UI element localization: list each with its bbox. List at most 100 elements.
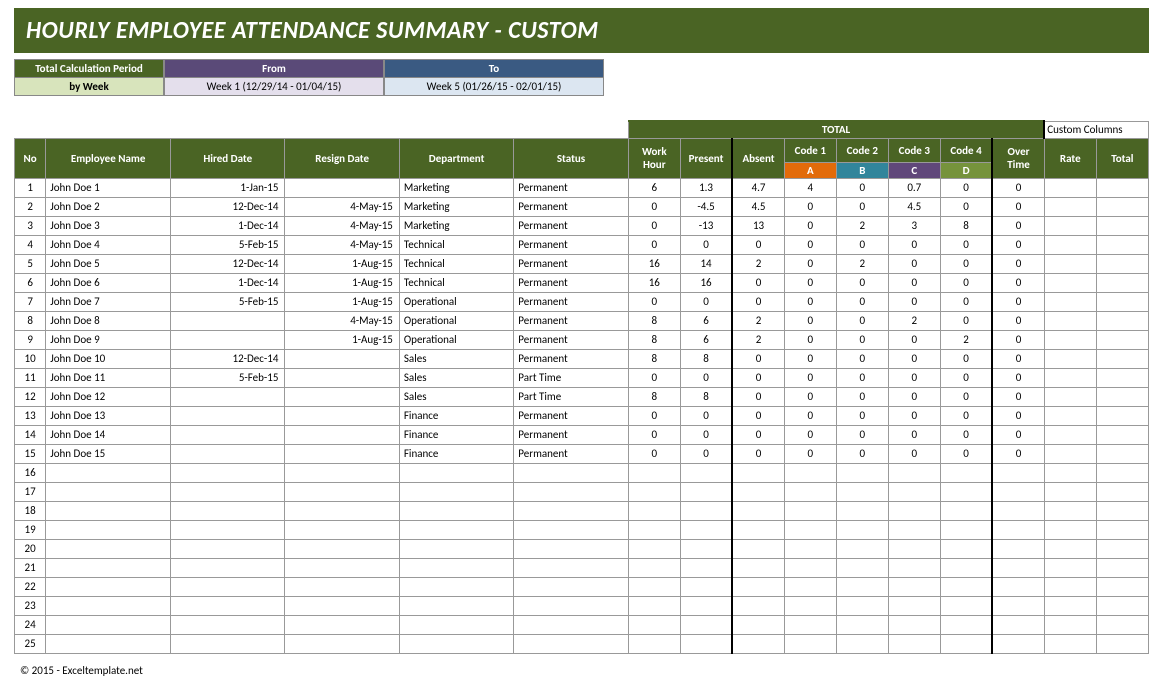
cell-code1[interactable]: 0 — [784, 235, 836, 254]
cell-present[interactable]: 6 — [680, 311, 732, 330]
cell-work-hour[interactable] — [628, 558, 680, 577]
cell-resign[interactable] — [285, 520, 399, 539]
cell-code1[interactable]: 0 — [784, 387, 836, 406]
cell-code4[interactable] — [940, 501, 992, 520]
cell-code2[interactable] — [836, 482, 888, 501]
table-row[interactable]: 25 — [15, 634, 1149, 653]
cell-status[interactable]: Permanent — [514, 273, 628, 292]
cell-code4[interactable]: 0 — [940, 273, 992, 292]
cell-name[interactable]: John Doe 7 — [46, 292, 171, 311]
cell-total[interactable] — [1096, 482, 1148, 501]
cell-dept[interactable] — [399, 596, 513, 615]
cell-status[interactable]: Permanent — [514, 197, 628, 216]
cell-dept[interactable]: Sales — [399, 387, 513, 406]
cell-code3[interactable]: 3 — [888, 216, 940, 235]
cell-dept[interactable] — [399, 501, 513, 520]
cell-name[interactable] — [46, 558, 171, 577]
cell-total[interactable] — [1096, 501, 1148, 520]
cell-code4[interactable]: 0 — [940, 444, 992, 463]
cell-rate[interactable] — [1044, 330, 1096, 349]
cell-code3[interactable]: 0 — [888, 368, 940, 387]
cell-code2[interactable]: 0 — [836, 444, 888, 463]
cell-name[interactable]: John Doe 3 — [46, 216, 171, 235]
cell-present[interactable]: -13 — [680, 216, 732, 235]
cell-code4[interactable] — [940, 615, 992, 634]
cell-status[interactable]: Permanent — [514, 235, 628, 254]
cell-total[interactable] — [1096, 558, 1148, 577]
cell-code4[interactable]: 0 — [940, 292, 992, 311]
cell-present[interactable] — [680, 539, 732, 558]
cell-code2[interactable]: 2 — [836, 216, 888, 235]
cell-overtime[interactable]: 0 — [992, 254, 1044, 273]
cell-present[interactable] — [680, 482, 732, 501]
cell-total[interactable] — [1096, 444, 1148, 463]
cell-name[interactable] — [46, 463, 171, 482]
cell-hired[interactable]: 12-Dec-14 — [171, 349, 285, 368]
cell-no[interactable]: 25 — [15, 634, 46, 653]
cell-dept[interactable]: Marketing — [399, 216, 513, 235]
table-row[interactable]: 22 — [15, 577, 1149, 596]
cell-name[interactable] — [46, 539, 171, 558]
cell-code2[interactable]: 0 — [836, 349, 888, 368]
cell-name[interactable]: John Doe 15 — [46, 444, 171, 463]
cell-status[interactable] — [514, 615, 628, 634]
cell-total[interactable] — [1096, 615, 1148, 634]
cell-resign[interactable] — [285, 634, 399, 653]
cell-dept[interactable]: Technical — [399, 254, 513, 273]
cell-no[interactable]: 16 — [15, 463, 46, 482]
cell-present[interactable]: 0 — [680, 425, 732, 444]
cell-overtime[interactable] — [992, 634, 1044, 653]
cell-present[interactable] — [680, 558, 732, 577]
cell-rate[interactable] — [1044, 273, 1096, 292]
cell-code2[interactable]: 0 — [836, 387, 888, 406]
cell-resign[interactable]: 1-Aug-15 — [285, 254, 399, 273]
cell-name[interactable]: John Doe 9 — [46, 330, 171, 349]
cell-status[interactable]: Permanent — [514, 444, 628, 463]
cell-hired[interactable] — [171, 387, 285, 406]
cell-rate[interactable] — [1044, 292, 1096, 311]
cell-absent[interactable] — [732, 596, 784, 615]
cell-total[interactable] — [1096, 406, 1148, 425]
cell-absent[interactable]: 0 — [732, 235, 784, 254]
cell-hired[interactable] — [171, 425, 285, 444]
cell-rate[interactable] — [1044, 558, 1096, 577]
cell-present[interactable]: 16 — [680, 273, 732, 292]
cell-overtime[interactable]: 0 — [992, 311, 1044, 330]
table-row[interactable]: 19 — [15, 520, 1149, 539]
cell-present[interactable]: 0 — [680, 406, 732, 425]
cell-absent[interactable] — [732, 482, 784, 501]
cell-code1[interactable] — [784, 558, 836, 577]
cell-work-hour[interactable] — [628, 596, 680, 615]
cell-work-hour[interactable] — [628, 482, 680, 501]
cell-absent[interactable]: 2 — [732, 311, 784, 330]
cell-code3[interactable]: 0 — [888, 349, 940, 368]
cell-no[interactable]: 3 — [15, 216, 46, 235]
cell-resign[interactable] — [285, 387, 399, 406]
cell-absent[interactable]: 4.5 — [732, 197, 784, 216]
cell-resign[interactable] — [285, 463, 399, 482]
cell-dept[interactable] — [399, 634, 513, 653]
cell-absent[interactable] — [732, 558, 784, 577]
cell-status[interactable]: Part Time — [514, 368, 628, 387]
cell-overtime[interactable] — [992, 520, 1044, 539]
cell-hired[interactable] — [171, 615, 285, 634]
cell-resign[interactable]: 4-May-15 — [285, 197, 399, 216]
cell-absent[interactable]: 0 — [732, 444, 784, 463]
calc-period-value[interactable]: by Week — [14, 78, 164, 96]
cell-total[interactable] — [1096, 273, 1148, 292]
cell-work-hour[interactable] — [628, 539, 680, 558]
cell-code4[interactable]: 0 — [940, 387, 992, 406]
cell-absent[interactable]: 13 — [732, 216, 784, 235]
cell-code4[interactable]: 0 — [940, 368, 992, 387]
cell-no[interactable]: 9 — [15, 330, 46, 349]
cell-code2[interactable]: 0 — [836, 330, 888, 349]
table-row[interactable]: 24 — [15, 615, 1149, 634]
table-row[interactable]: 16 — [15, 463, 1149, 482]
cell-no[interactable]: 2 — [15, 197, 46, 216]
cell-present[interactable]: -4.5 — [680, 197, 732, 216]
cell-code2[interactable]: 0 — [836, 368, 888, 387]
cell-present[interactable] — [680, 596, 732, 615]
table-row[interactable]: 7John Doe 75-Feb-151-Aug-15OperationalPe… — [15, 292, 1149, 311]
cell-rate[interactable] — [1044, 463, 1096, 482]
cell-total[interactable] — [1096, 216, 1148, 235]
